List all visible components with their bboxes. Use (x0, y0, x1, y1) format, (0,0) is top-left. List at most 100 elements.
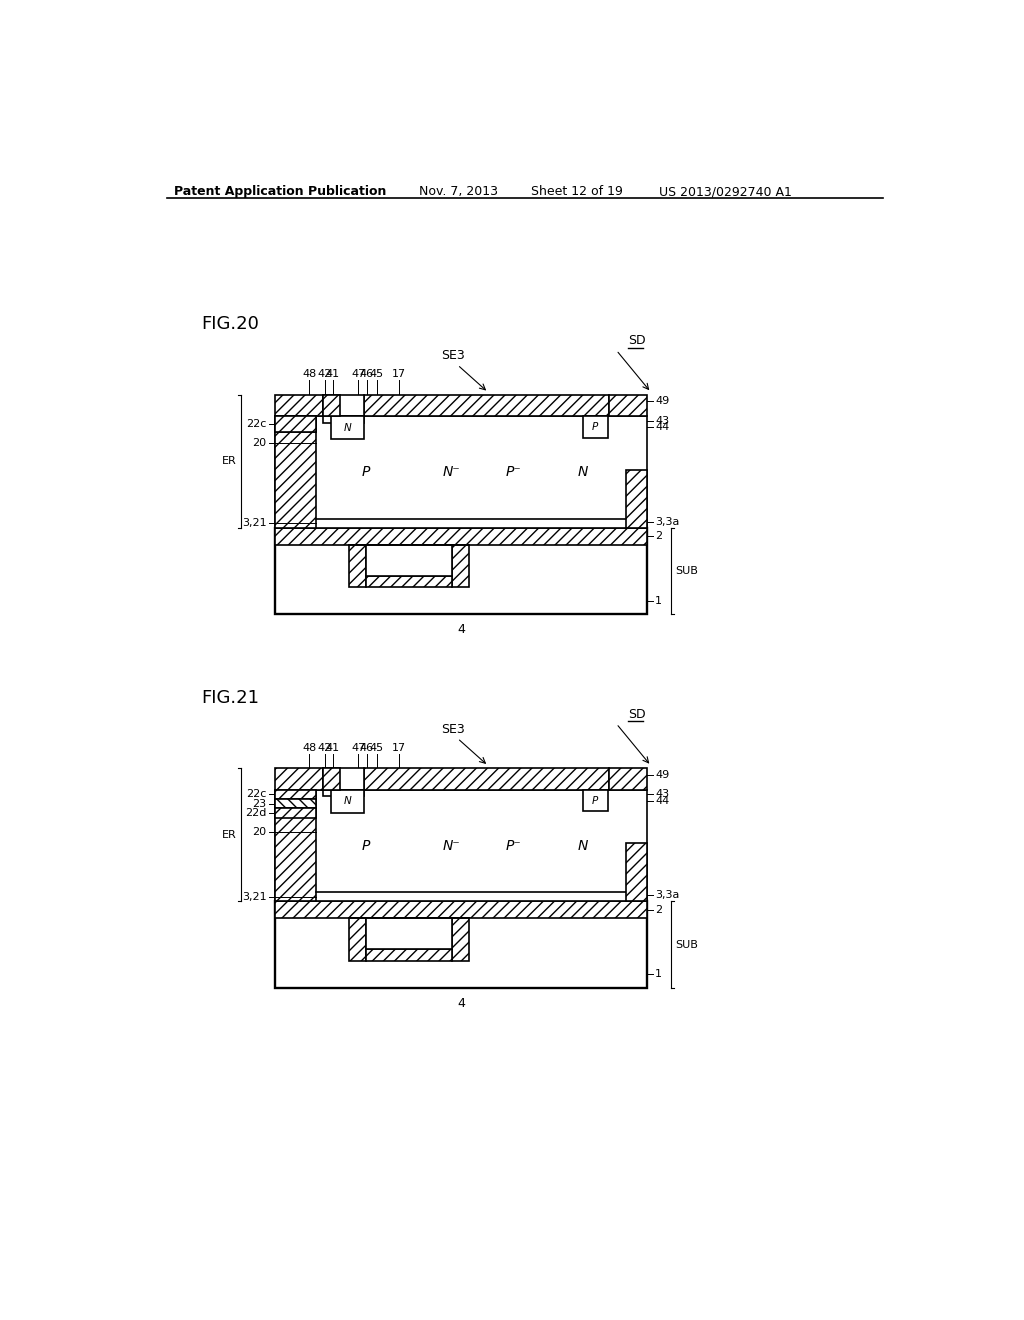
Bar (275, 789, 315, 799)
Bar (275, 395, 324, 416)
Text: 3,3a: 3,3a (655, 517, 679, 527)
Text: N: N (578, 838, 588, 853)
Text: P⁻: P⁻ (505, 465, 521, 479)
Bar (608, 395, 647, 416)
Bar (349, 919, 366, 961)
Text: 42: 42 (317, 743, 332, 752)
Text: N: N (578, 465, 588, 479)
Bar (452, 545, 469, 587)
Bar (626, 843, 647, 902)
Text: 22c: 22c (247, 418, 266, 429)
Text: 42: 42 (317, 370, 332, 379)
Text: 3,3a: 3,3a (655, 890, 679, 900)
Text: 4: 4 (458, 997, 465, 1010)
Text: 41: 41 (326, 370, 340, 379)
Bar (452, 919, 469, 961)
Text: 1: 1 (655, 969, 662, 979)
Text: 49: 49 (655, 396, 670, 407)
Bar (324, 395, 340, 416)
Bar (331, 416, 364, 440)
Bar (324, 395, 364, 416)
Text: 45: 45 (370, 743, 384, 752)
Bar (366, 545, 452, 576)
Bar (275, 799, 315, 808)
Text: 3,21: 3,21 (242, 892, 266, 902)
Text: N: N (343, 422, 351, 433)
Bar (324, 768, 364, 789)
Text: SD: SD (628, 708, 645, 721)
Text: P⁻: P⁻ (505, 838, 521, 853)
Text: Sheet 12 of 19: Sheet 12 of 19 (531, 185, 623, 198)
Bar (364, 395, 608, 416)
Text: P: P (592, 422, 598, 432)
Bar (324, 789, 364, 796)
Bar (275, 808, 315, 817)
Text: 23: 23 (253, 799, 266, 809)
Text: 2: 2 (655, 906, 663, 915)
Text: 4: 4 (458, 623, 465, 636)
Bar (583, 416, 607, 438)
Bar (366, 949, 452, 961)
Text: 49: 49 (655, 770, 670, 780)
Text: 46: 46 (359, 743, 374, 752)
Bar (366, 576, 452, 587)
Bar (275, 416, 315, 528)
Text: SUB: SUB (675, 566, 698, 576)
Bar (275, 768, 324, 789)
Bar (275, 528, 647, 545)
Text: 1: 1 (655, 595, 662, 606)
Bar (366, 919, 452, 949)
Text: 41: 41 (326, 743, 340, 752)
Text: SUB: SUB (675, 940, 698, 949)
Bar (626, 470, 647, 528)
Bar (331, 789, 364, 813)
Text: P: P (361, 838, 370, 853)
Bar (275, 416, 315, 432)
Text: 46: 46 (359, 370, 374, 379)
Text: 3,21: 3,21 (242, 519, 266, 528)
Bar (275, 416, 315, 432)
Bar (275, 789, 647, 902)
Text: ER: ER (222, 830, 237, 840)
Text: ER: ER (222, 457, 237, 466)
Bar (275, 416, 647, 528)
Text: SD: SD (628, 334, 645, 347)
Text: 20: 20 (253, 438, 266, 449)
Text: P: P (361, 465, 370, 479)
Text: N⁻: N⁻ (442, 838, 460, 853)
Bar (608, 768, 647, 789)
Bar (275, 902, 647, 987)
Text: 47: 47 (351, 370, 366, 379)
Text: 17: 17 (392, 743, 407, 752)
Text: Nov. 7, 2013: Nov. 7, 2013 (419, 185, 498, 198)
Bar (364, 768, 608, 789)
Text: 17: 17 (392, 370, 407, 379)
Bar (275, 789, 315, 902)
Bar (583, 789, 607, 812)
Text: 47: 47 (351, 743, 366, 752)
Text: 44: 44 (655, 422, 670, 432)
Text: 22d: 22d (246, 808, 266, 818)
Text: US 2013/0292740 A1: US 2013/0292740 A1 (658, 185, 792, 198)
Text: 22c: 22c (247, 789, 266, 800)
Text: SE3: SE3 (441, 350, 465, 363)
Bar (324, 416, 364, 422)
Text: SE3: SE3 (441, 723, 465, 737)
Text: N⁻: N⁻ (442, 465, 460, 479)
Bar (324, 768, 340, 789)
Text: 43: 43 (655, 789, 669, 800)
Text: 20: 20 (253, 828, 266, 837)
Text: N: N (343, 796, 351, 807)
Text: Patent Application Publication: Patent Application Publication (174, 185, 387, 198)
Text: 2: 2 (655, 532, 663, 541)
Text: P: P (592, 796, 598, 805)
Text: 45: 45 (370, 370, 384, 379)
Text: FIG.21: FIG.21 (202, 689, 260, 706)
Bar (275, 528, 647, 614)
Bar (349, 545, 366, 587)
Text: 44: 44 (655, 796, 670, 805)
Text: FIG.20: FIG.20 (202, 315, 259, 333)
Text: 48: 48 (302, 370, 316, 379)
Bar (275, 902, 647, 919)
Text: 48: 48 (302, 743, 316, 752)
